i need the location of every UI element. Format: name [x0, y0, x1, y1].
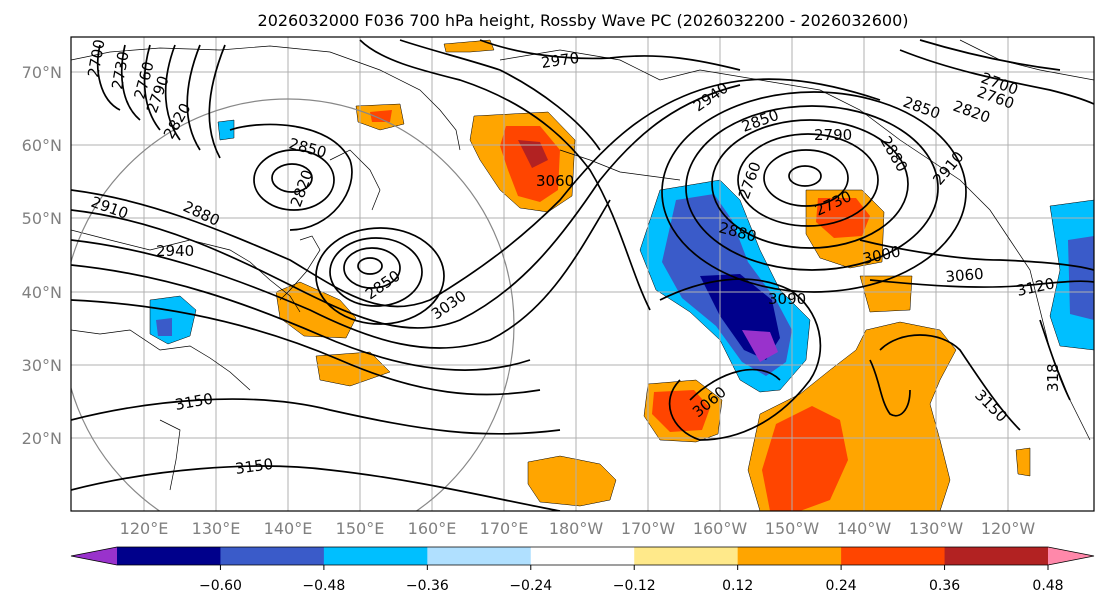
- lat-label: 50°N: [22, 209, 62, 228]
- positive-anomaly-shading: [275, 39, 1031, 511]
- lon-label: 120°W: [981, 519, 1036, 538]
- colorbar-tick-label: 0.24: [826, 578, 857, 594]
- colorbar-segment: [737, 547, 842, 565]
- colorbar-segment: [117, 547, 221, 565]
- colorbar-segment: [634, 547, 739, 565]
- colorbar-tick-label: −0.48: [302, 578, 345, 594]
- latitude-labels: 70°N 60°N 50°N 40°N 30°N 20°N: [22, 63, 62, 448]
- colorbar-tick-label: −0.36: [406, 578, 449, 594]
- lon-label: 140°E: [264, 519, 313, 538]
- colorbar-segment: [530, 547, 635, 565]
- lon-label: 170°W: [621, 519, 676, 538]
- lon-label: 140°W: [837, 519, 892, 538]
- colorbar-tick-label: 0.48: [1032, 578, 1063, 594]
- contour-label: 2790: [814, 126, 852, 144]
- lon-label: 180°W: [549, 519, 604, 538]
- contour-label: 2970: [540, 49, 580, 72]
- height-contours: [71, 39, 1094, 511]
- lat-label: 30°N: [22, 356, 62, 375]
- colorbar-segment: [220, 547, 325, 565]
- colorbar-segment: [323, 547, 428, 565]
- lon-label: 130°E: [192, 519, 241, 538]
- negative-anomaly-shading: [149, 119, 1094, 393]
- lon-label: 130°W: [909, 519, 964, 538]
- lat-label: 60°N: [22, 136, 62, 155]
- contour-label: 2940: [156, 242, 194, 260]
- lon-label: 160°E: [408, 519, 457, 538]
- map-title: 2026032000 F036 700 hPa height, Rossby W…: [258, 11, 909, 30]
- colorbar-segment: [944, 547, 1049, 565]
- lon-label: 170°E: [480, 519, 529, 538]
- colorbar-ticks: −0.60 −0.48 −0.36 −0.24 −0.12 0.12 0.24 0.36 0.4…: [199, 565, 1064, 594]
- colorbar-segment: [841, 547, 946, 565]
- lat-label: 40°N: [22, 283, 62, 302]
- contour-label: 3060: [536, 172, 574, 190]
- colorbar-outline: [70, 546, 1095, 566]
- colorbar-tick-label: −0.60: [199, 578, 242, 594]
- longitude-labels: 120°E 130°E 140°E 150°E 160°E 170°E 180°…: [120, 519, 1036, 538]
- colorbar-segment: [427, 547, 532, 565]
- colorbar-extend-left: [71, 547, 117, 565]
- colorbar-segments: [117, 547, 1049, 565]
- colorbar-tick-label: 0.36: [929, 578, 960, 594]
- lat-label: 20°N: [22, 429, 62, 448]
- colorbar-tick-label: −0.24: [509, 578, 552, 594]
- colorbar-tick-label: −0.12: [613, 578, 656, 594]
- map-frame: [70, 36, 1095, 512]
- graticule: [71, 37, 1094, 511]
- lon-label: 120°E: [120, 519, 169, 538]
- lat-label: 70°N: [22, 63, 62, 82]
- colorbar-tick-label: 0.12: [722, 578, 753, 594]
- colorbar: −0.60 −0.48 −0.36 −0.24 −0.12 0.12 0.24 0.36 0.4…: [70, 546, 1095, 594]
- lon-label: 150°E: [336, 519, 385, 538]
- colorbar-extend-right: [1048, 547, 1094, 565]
- lon-label: 160°W: [693, 519, 748, 538]
- contour-label: 3090: [768, 290, 806, 308]
- contour-label: 3150: [234, 455, 274, 478]
- contour-label: 3060: [945, 265, 985, 286]
- contour-label: 318: [1044, 363, 1062, 392]
- lon-label: 150°W: [765, 519, 820, 538]
